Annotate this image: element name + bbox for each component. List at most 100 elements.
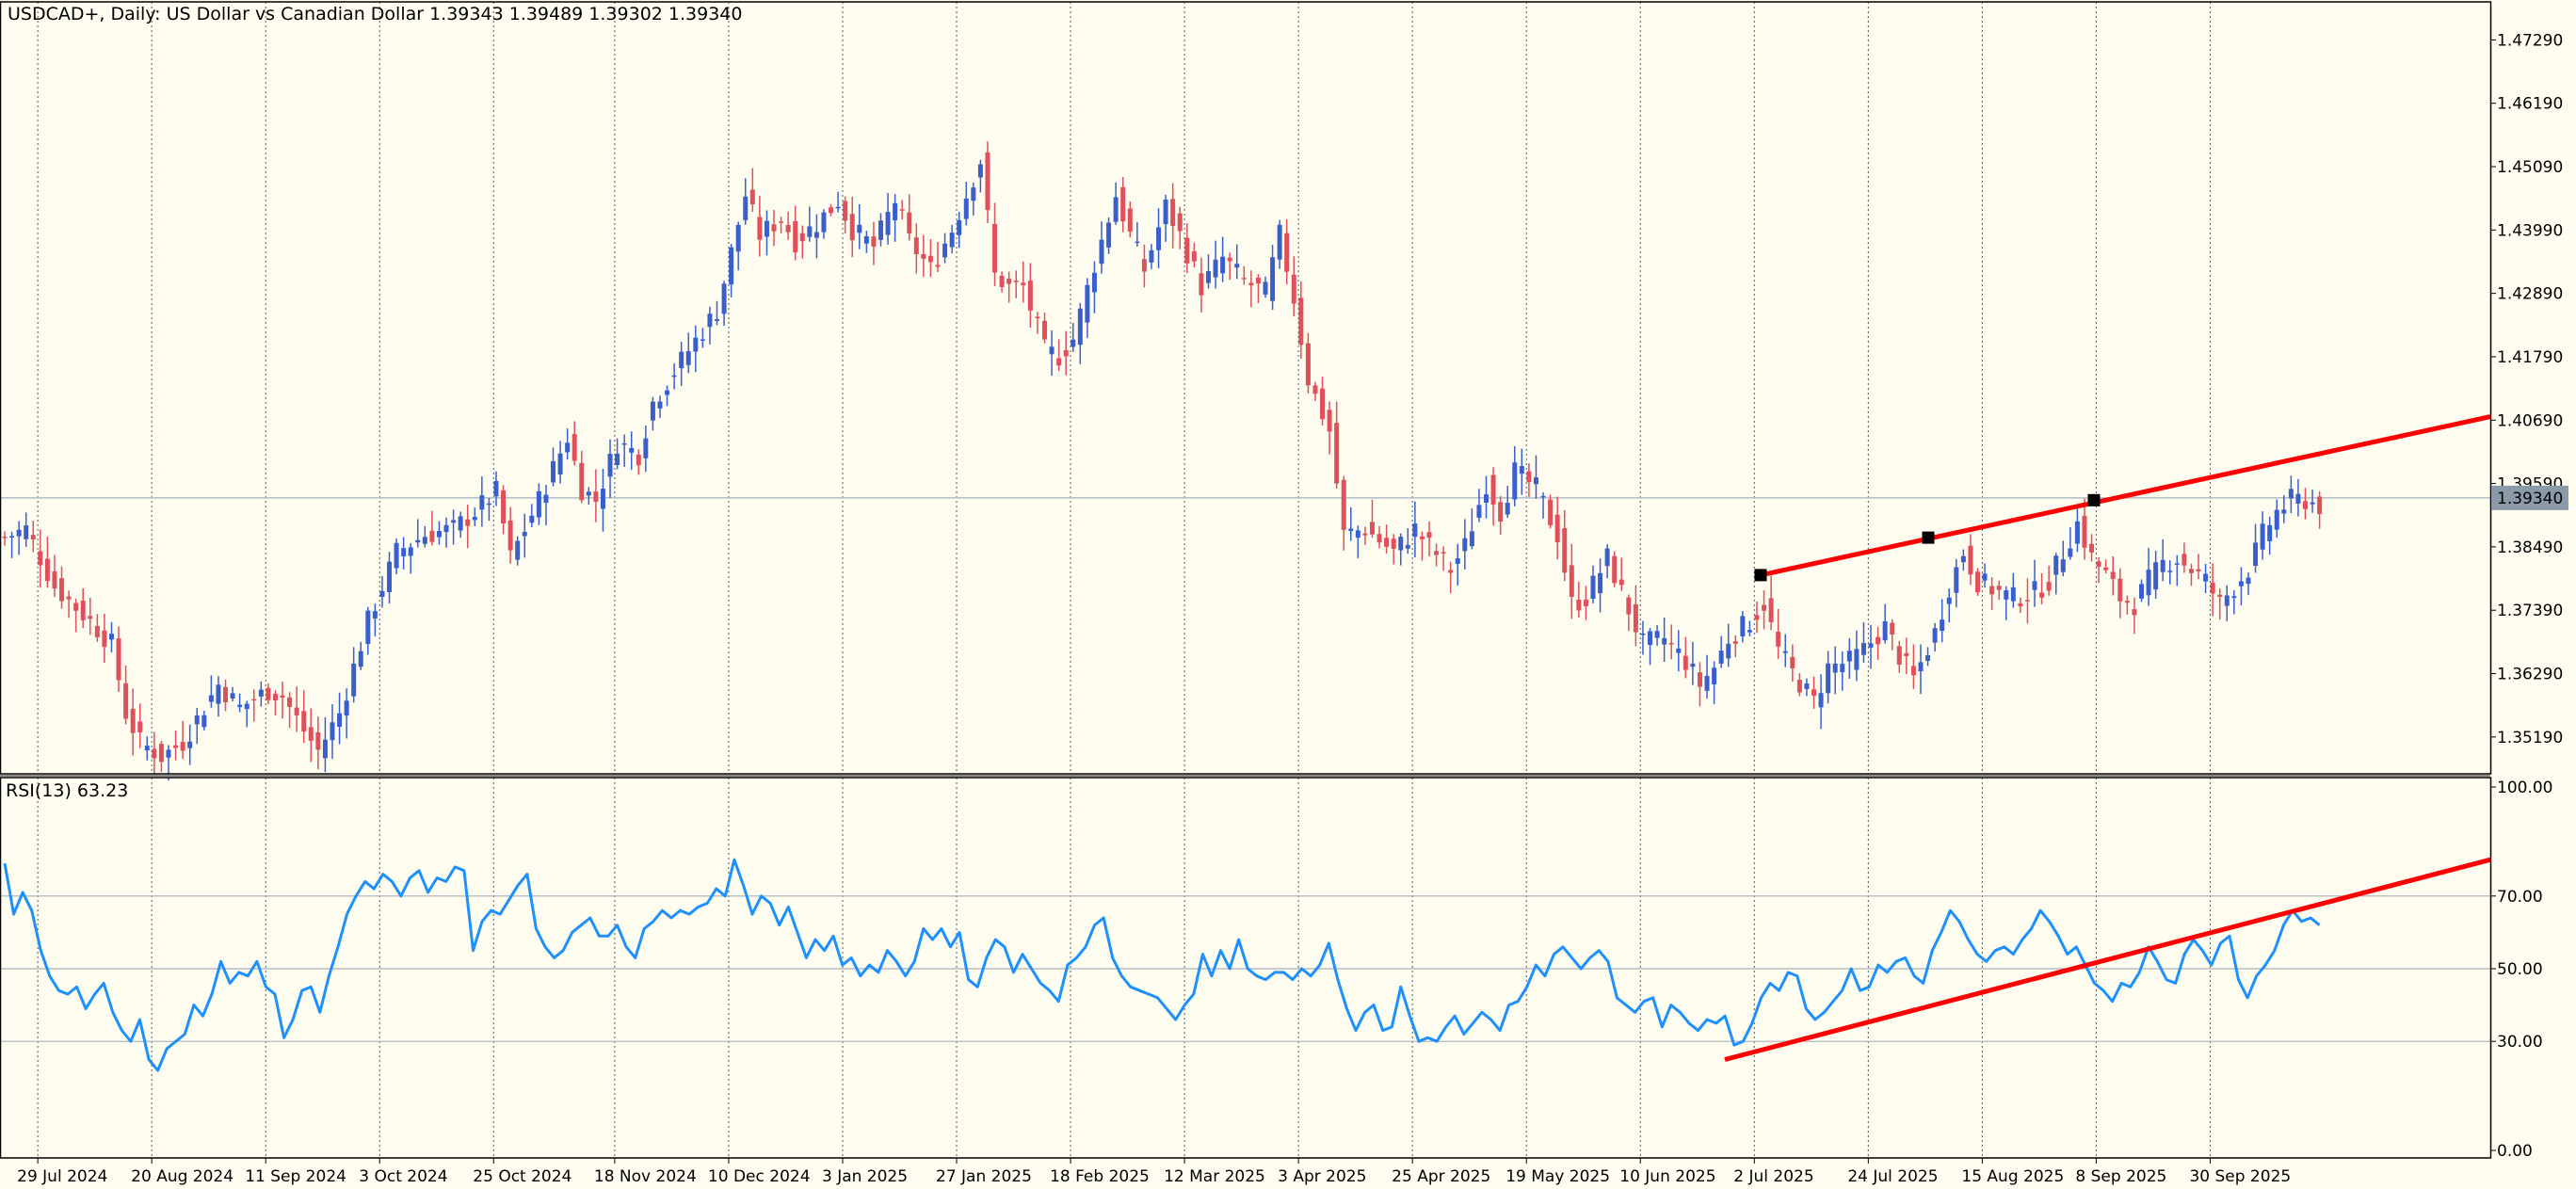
candle-body	[2010, 586, 2016, 602]
candle-body	[927, 255, 933, 263]
candle-body	[572, 434, 577, 461]
candle-body	[757, 217, 763, 240]
candle-body	[707, 313, 713, 328]
candle-body	[785, 224, 791, 233]
time-tick-label: 3 Apr 2025	[1278, 1167, 1366, 1186]
candle-body	[1035, 316, 1040, 319]
candle-body	[849, 214, 855, 241]
candle-body	[237, 704, 243, 708]
candle-body	[1868, 643, 1874, 648]
candle-body	[679, 351, 684, 369]
candle-body	[807, 226, 813, 237]
candle-body	[1156, 227, 1162, 250]
candle-body	[1512, 462, 1518, 500]
candle-body	[893, 202, 898, 221]
rsi-pane[interactable]: RSI(13) 63.23	[0, 780, 2491, 1072]
trendline-anchor[interactable]	[1754, 569, 1767, 582]
candle-body	[1041, 320, 1047, 340]
candle-body	[643, 438, 649, 458]
candle-body	[771, 224, 777, 232]
candle-body	[1910, 666, 1916, 676]
candle-body	[2124, 601, 2130, 603]
candle-body	[94, 625, 100, 637]
candle-body	[2174, 563, 2180, 565]
candle-body	[565, 442, 571, 453]
candle-body	[579, 462, 585, 501]
price-tick-label: 1.45090	[2497, 158, 2563, 177]
candle-body	[436, 531, 442, 538]
candle-body	[949, 233, 955, 248]
candle-body	[280, 695, 285, 698]
candle-body	[921, 253, 926, 259]
candle-body	[351, 663, 357, 697]
time-tick-label: 11 Sep 2024	[245, 1167, 346, 1186]
candle-body	[963, 198, 969, 219]
candle-body	[863, 235, 869, 244]
candle-body	[1676, 648, 1682, 653]
candle-body	[1860, 643, 1866, 655]
candle-body	[1996, 586, 2002, 590]
candle-body	[1220, 256, 1226, 274]
candle-body	[1170, 199, 1176, 227]
rsi-trendline[interactable]	[1724, 857, 2491, 1062]
candle-body	[1882, 620, 1888, 641]
candle-body	[1633, 603, 1638, 633]
candle-body	[557, 453, 563, 474]
price-pane[interactable]: USDCAD+, Daily: US Dollar vs Canadian Do…	[0, 4, 2491, 780]
candle-body	[2060, 559, 2066, 572]
candle-body	[685, 351, 691, 365]
candle-body	[835, 206, 841, 209]
candle-body	[1298, 297, 1304, 345]
candle-body	[1732, 641, 1738, 644]
candle-body	[793, 220, 798, 253]
price-trendline[interactable]	[1754, 414, 2491, 582]
candle-body	[1747, 630, 1752, 633]
candle-body	[272, 693, 278, 701]
candle-body	[123, 683, 129, 719]
candle-body	[2260, 523, 2265, 550]
candle-body	[44, 558, 50, 582]
candle-body	[700, 339, 705, 341]
candle-body	[1320, 388, 1326, 420]
candle-body	[180, 742, 185, 751]
price-tick-label: 1.47290	[2497, 31, 2563, 50]
candle-body	[1896, 646, 1902, 665]
time-tick-label: 29 Jul 2024	[17, 1167, 107, 1186]
candle-body	[479, 495, 485, 510]
trendline-anchor[interactable]	[2087, 493, 2101, 506]
candle-body	[358, 651, 363, 667]
candle-body	[216, 684, 221, 704]
time-tick-label: 10 Jun 2025	[1619, 1167, 1715, 1186]
pane-frames	[0, 1, 2492, 1159]
candle-body	[1334, 423, 1340, 484]
candle-body	[1448, 570, 1454, 573]
candle-body	[779, 221, 784, 223]
candle-body	[1626, 597, 1632, 615]
candle-body	[1199, 273, 1204, 296]
candle-body	[1904, 652, 1909, 656]
candle-body	[942, 243, 948, 258]
candle-body	[1718, 651, 1724, 664]
candle-body	[1234, 264, 1240, 268]
candle-body	[1925, 654, 1931, 661]
candle-body	[1526, 471, 1532, 483]
candle-body	[665, 390, 670, 395]
candle-body	[287, 697, 293, 707]
time-tick-label: 3 Oct 2024	[359, 1167, 447, 1186]
time-tick-label: 10 Dec 2024	[708, 1167, 811, 1186]
candle-body	[1654, 631, 1660, 638]
candle-body	[671, 375, 677, 378]
candle-body	[1612, 555, 1618, 584]
candle-body	[1762, 604, 1767, 611]
candle-body	[507, 520, 513, 551]
candle-body	[1668, 643, 1674, 645]
candle-body	[1818, 693, 1824, 708]
trendline-anchor[interactable]	[1922, 531, 1935, 544]
candle-body	[80, 601, 86, 620]
candle-body	[2117, 578, 2123, 602]
candle-body	[551, 460, 556, 483]
candle-body	[1690, 663, 1696, 667]
rsi-tick-label: 50.00	[2497, 960, 2543, 979]
candle-body	[1184, 237, 1190, 264]
candle-body	[1598, 572, 1603, 594]
